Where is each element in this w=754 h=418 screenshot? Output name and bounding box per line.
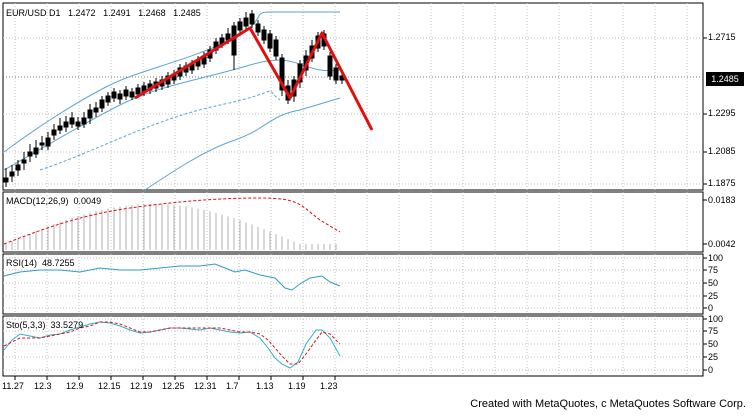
- stoch-panel: [2, 315, 704, 377]
- y-tick: 0: [708, 303, 714, 313]
- candle-body: [273, 39, 279, 57]
- y-tick: 100: [708, 314, 724, 324]
- moving-average-dashed: [39, 90, 281, 171]
- x-tick: 12.25: [162, 381, 185, 391]
- candle-body: [51, 129, 57, 136]
- ohlc-low: 1.2468: [138, 8, 166, 18]
- macd-value: 0.0049: [73, 196, 102, 206]
- x-tick: 11.27: [2, 381, 24, 391]
- y-tick: 50: [708, 278, 719, 288]
- current-price-tag: 1.2485: [706, 72, 744, 86]
- x-tick: 1.23: [320, 381, 338, 391]
- macd-signal-line: [3, 197, 341, 245]
- rsi-line: [3, 263, 341, 291]
- candle-body: [27, 151, 33, 157]
- y-tick: 1.1875: [708, 178, 736, 188]
- y-tick: 1.2085: [708, 146, 736, 156]
- x-tick: 1.19: [288, 381, 306, 391]
- y-tick: 1.2715: [708, 32, 736, 42]
- candle-body: [99, 99, 105, 109]
- pattern-line: [134, 26, 374, 131]
- x-tick: 1.7: [226, 381, 239, 391]
- candle-body: [255, 23, 261, 33]
- candle-body: [231, 25, 237, 56]
- ohlc-close: 1.2485: [173, 8, 201, 18]
- candle-body: [243, 17, 249, 27]
- y-tick: 0.0042: [708, 239, 736, 249]
- candle-body: [111, 91, 117, 99]
- symbol-label: EUR/USD D1: [6, 8, 61, 18]
- candle-body: [249, 13, 255, 25]
- macd-label: MACD(12,26,9): [6, 196, 69, 206]
- upper-band: [3, 11, 340, 153]
- credit-text: Created with MetaQuotes, c MetaQuotes So…: [470, 398, 746, 410]
- candle-body: [3, 177, 9, 183]
- candle-body: [9, 171, 15, 177]
- x-tick: 12.9: [66, 381, 84, 391]
- y-tick: 50: [708, 339, 719, 349]
- middle-band: [3, 59, 341, 171]
- candle-body: [75, 121, 81, 127]
- candle-body: [21, 159, 27, 164]
- x-tick: 12.15: [98, 381, 121, 391]
- candle-body: [237, 21, 243, 31]
- candle-body: [123, 89, 129, 97]
- x-tick: 12.3: [34, 381, 52, 391]
- candle-body: [333, 67, 339, 81]
- y-tick: 100: [708, 253, 724, 263]
- rsi-header: RSI(14) 48.7255: [6, 258, 75, 268]
- rsi-value: 48.7255: [42, 258, 75, 268]
- x-tick: 12.31: [194, 381, 217, 391]
- y-tick: 25: [708, 352, 719, 362]
- y-tick: 0.0183: [708, 195, 736, 205]
- candle-body: [81, 117, 87, 125]
- candle-body: [129, 91, 135, 98]
- candle-body: [39, 142, 45, 146]
- candle-body: [267, 33, 273, 49]
- x-tick: 12.19: [130, 381, 153, 391]
- y-tick: 25: [708, 291, 719, 301]
- x-tick: 1.13: [256, 381, 274, 391]
- ohlc-open: 1.2472: [68, 8, 96, 18]
- candle-body: [69, 117, 75, 125]
- candle-body: [117, 93, 123, 100]
- y-tick: 75: [708, 265, 719, 275]
- footer: Created with MetaQuotes, c MetaQuotes So…: [0, 395, 754, 413]
- stoch-label: Sto(5,3,3): [6, 320, 46, 330]
- candle-body: [33, 147, 39, 155]
- y-tick: 75: [708, 326, 719, 336]
- y-tick: 0: [708, 365, 714, 375]
- ohlc-high: 1.2491: [103, 8, 131, 18]
- lower-band: [144, 97, 341, 191]
- candle-body: [93, 107, 99, 113]
- macd-header: MACD(12,26,9) 0.0049: [6, 196, 101, 206]
- candle-body: [105, 95, 111, 103]
- candle-body: [45, 137, 51, 147]
- stoch-header: Sto(5,3,3) 33.5279: [6, 320, 83, 330]
- candle-body: [327, 55, 333, 77]
- candle-body: [279, 57, 285, 91]
- stoch-value: 33.5279: [50, 320, 84, 330]
- candle-body: [63, 121, 69, 128]
- rsi-panel: [2, 253, 704, 315]
- stoch-signal-line: [3, 321, 341, 365]
- y-tick: 1.2295: [708, 108, 736, 118]
- main-chart-header: EUR/USD D1 1.2472 1.2491 1.2468 1.2485: [6, 8, 201, 18]
- rsi-label: RSI(14): [6, 258, 38, 268]
- candle-body: [87, 109, 93, 119]
- candle-body: [15, 164, 21, 171]
- candle-body: [261, 29, 267, 41]
- candle-body: [57, 125, 63, 131]
- candle-body: [135, 87, 141, 95]
